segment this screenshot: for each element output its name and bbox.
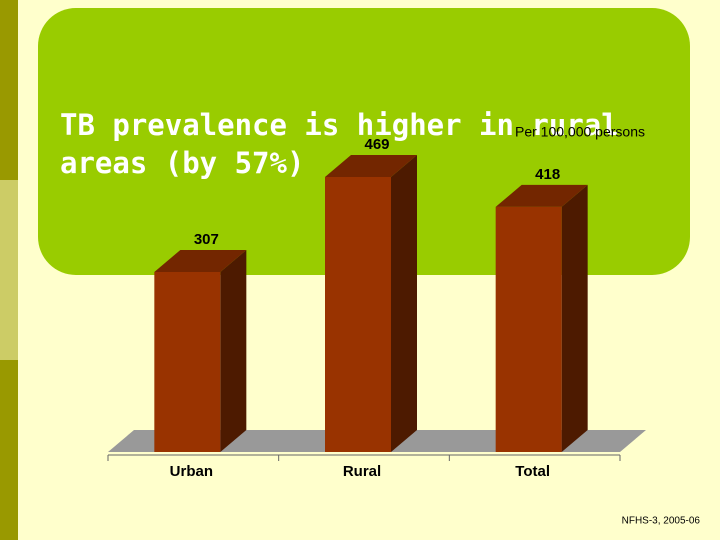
data-label: 307 xyxy=(194,231,219,248)
bar-face xyxy=(154,271,221,452)
bar-face xyxy=(154,249,247,272)
data-label: 418 xyxy=(535,166,560,183)
side-strip xyxy=(0,180,18,360)
bar-face xyxy=(325,155,417,177)
bar-face xyxy=(495,184,588,207)
side-strip xyxy=(0,0,18,180)
data-label: 469 xyxy=(364,136,389,153)
bar xyxy=(495,184,588,452)
bar xyxy=(325,155,417,452)
bar-face xyxy=(391,155,417,452)
bar-face xyxy=(220,249,247,452)
x-tick-label: Total xyxy=(515,463,550,480)
unit-label: Per 100,000 persons xyxy=(515,124,645,140)
bar-face xyxy=(495,206,562,452)
source: NFHS-3, 2005-06 xyxy=(622,516,701,527)
bar-face xyxy=(561,184,588,452)
x-tick-label: Rural xyxy=(343,463,381,480)
side-strip xyxy=(0,360,18,540)
chart-title: TB prevalence is higher in rural areas (… xyxy=(60,108,619,180)
bar-face xyxy=(325,177,391,452)
bar xyxy=(154,249,247,452)
x-tick-label: Urban xyxy=(170,463,213,480)
